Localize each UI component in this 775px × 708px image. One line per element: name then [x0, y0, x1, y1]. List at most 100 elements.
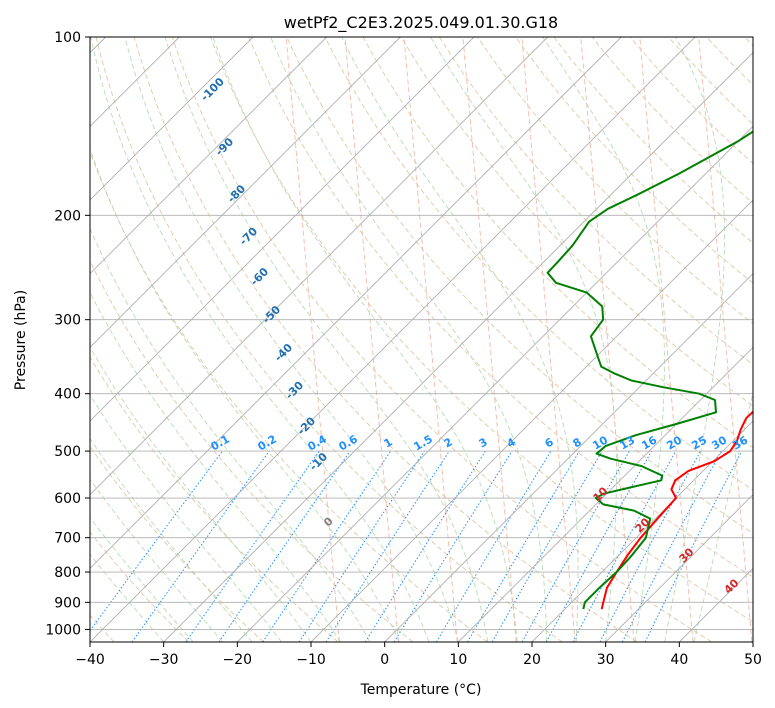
- x-tick-label: 0: [380, 652, 389, 668]
- isotherm: [90, 37, 475, 422]
- y-tick-label: 400: [54, 387, 81, 403]
- mixing-ratio-line: [599, 450, 701, 642]
- isotherm: [310, 199, 753, 642]
- mixing-ratio-line: [262, 450, 392, 642]
- dry-adiabat: [553, 37, 753, 244]
- mixing-ratio-line: [364, 450, 486, 642]
- isotherm: [384, 273, 753, 642]
- x-axis: −40 −30 −20 −10 0 10 20 30 40 50: [75, 642, 762, 668]
- moist-adiabat: [124, 37, 459, 642]
- mixing-ratio-line: [644, 450, 743, 642]
- x-tick-label: 20: [523, 652, 541, 668]
- moist-adiabat: [90, 37, 430, 642]
- x-tick-label: 10: [449, 652, 467, 668]
- moist-adiabat: [430, 37, 617, 642]
- y-tick-label: 900: [54, 595, 81, 611]
- moist-adiabat: [212, 37, 518, 642]
- equivalent-potential-temperature-line: [344, 37, 399, 642]
- dry-adiabat: [248, 37, 753, 578]
- dry-adiabat: [400, 37, 753, 407]
- mixing-ratio-label: 3: [477, 435, 490, 450]
- mixing-ratio-line: [521, 450, 630, 642]
- y-tick-label: 100: [54, 30, 81, 46]
- dry-adiabat-label: -20: [295, 414, 318, 437]
- mixing-ratio-label: 10: [590, 433, 610, 452]
- dry-adiabat: [171, 37, 712, 642]
- dry-adiabat-label: -80: [225, 182, 248, 205]
- moist-adiabat: [90, 345, 312, 642]
- isotherm: [90, 37, 327, 275]
- x-tick-label: 30: [597, 652, 615, 668]
- dry-adiabat: [90, 356, 339, 642]
- moist-adiabat: [270, 37, 548, 642]
- isotherm: [90, 37, 401, 348]
- x-tick-label: −40: [75, 652, 105, 668]
- moist-adiabat: [90, 291, 341, 642]
- mixing-ratio-label: 16: [639, 433, 659, 452]
- x-tick-label: 50: [744, 652, 762, 668]
- equivalent-potential-temperature-line: [639, 37, 694, 642]
- equivalent-potential-temperature-line: [403, 37, 458, 642]
- mixing-ratio-line: [545, 450, 653, 642]
- dry-adiabat: [515, 37, 753, 284]
- equivalent-potential-temperature-line: [462, 37, 517, 642]
- mixing-ratio-line: [325, 450, 450, 642]
- y-axis: 100 200 300 400 500 600 700 800 900 1000: [45, 30, 90, 638]
- profile-lines: [546, 130, 753, 610]
- isotherm: [90, 37, 696, 642]
- y-tick-label: 500: [54, 444, 81, 460]
- dry-adiabat-label: -100: [198, 75, 227, 104]
- mixing-ratio-label: 6: [543, 435, 556, 450]
- x-tick-label: −10: [296, 652, 326, 668]
- mixing-ratio-line: [90, 450, 223, 632]
- y-tick-label: 200: [54, 208, 81, 224]
- dry-adiabat-label: -60: [248, 265, 271, 288]
- chart-title: wetPf2_C2E3.2025.049.01.30.G18: [284, 13, 558, 33]
- background-lines: [90, 37, 775, 642]
- isotherm: [531, 420, 753, 642]
- moist-adiabat: [90, 437, 253, 642]
- temperature-line: [600, 410, 753, 610]
- equivalent-potential-temperature-line: [285, 37, 340, 642]
- dry-adiabat: [90, 531, 190, 642]
- mixing-ratio-label: 0.1: [209, 432, 232, 453]
- dry-adiabat: [439, 37, 753, 365]
- moist-adiabat: [90, 147, 400, 642]
- y-axis-label: Pressure (hPa): [13, 290, 29, 390]
- mixing-ratio-label: 4: [505, 435, 518, 450]
- x-axis-label: Temperature (°C): [360, 682, 482, 698]
- isotherm: [163, 52, 753, 642]
- moist-adiabat-label: 40: [722, 576, 742, 596]
- isotherm: [679, 567, 753, 642]
- y-tick-label: 800: [54, 565, 81, 581]
- x-tick-label: −20: [223, 652, 253, 668]
- moist-adiabat: [664, 37, 726, 642]
- y-tick-label: 300: [54, 313, 81, 329]
- equivalent-potential-temperature-line: [758, 37, 775, 642]
- dry-adiabat: [706, 37, 753, 86]
- mixing-ratio-line: [185, 450, 320, 642]
- x-tick-label: 40: [670, 652, 688, 668]
- dry-adiabat: [744, 37, 753, 47]
- dry-adiabat-label: -90: [213, 135, 236, 158]
- mixing-ratio-label: 0.2: [256, 432, 279, 453]
- mixing-ratio-label: 1.5: [412, 432, 435, 453]
- mixing-ratio-label: 25: [689, 434, 709, 453]
- mixing-ratio-line: [435, 450, 552, 642]
- isotherm: [605, 494, 753, 642]
- dry-adiabat: [95, 37, 563, 642]
- mixing-ratio-label: 0.6: [337, 432, 361, 453]
- dewpoint-line: [546, 130, 753, 610]
- moist-adiabat-label: 30: [677, 545, 697, 565]
- isotherm: [90, 37, 622, 569]
- mixing-ratio-line: [218, 450, 351, 642]
- isotherm: [90, 37, 254, 201]
- mixing-ratio-line: [572, 450, 677, 642]
- line-labels: -100-90-80-70-60-50-40-30-20-1000.1 0.2 0.…: [198, 75, 750, 597]
- isotherm: [237, 125, 753, 642]
- dry-adiabat-label: 0: [321, 514, 336, 529]
- dry-adiabat: [90, 150, 488, 642]
- moist-adiabat: [90, 394, 282, 642]
- y-tick-label: 700: [54, 531, 81, 547]
